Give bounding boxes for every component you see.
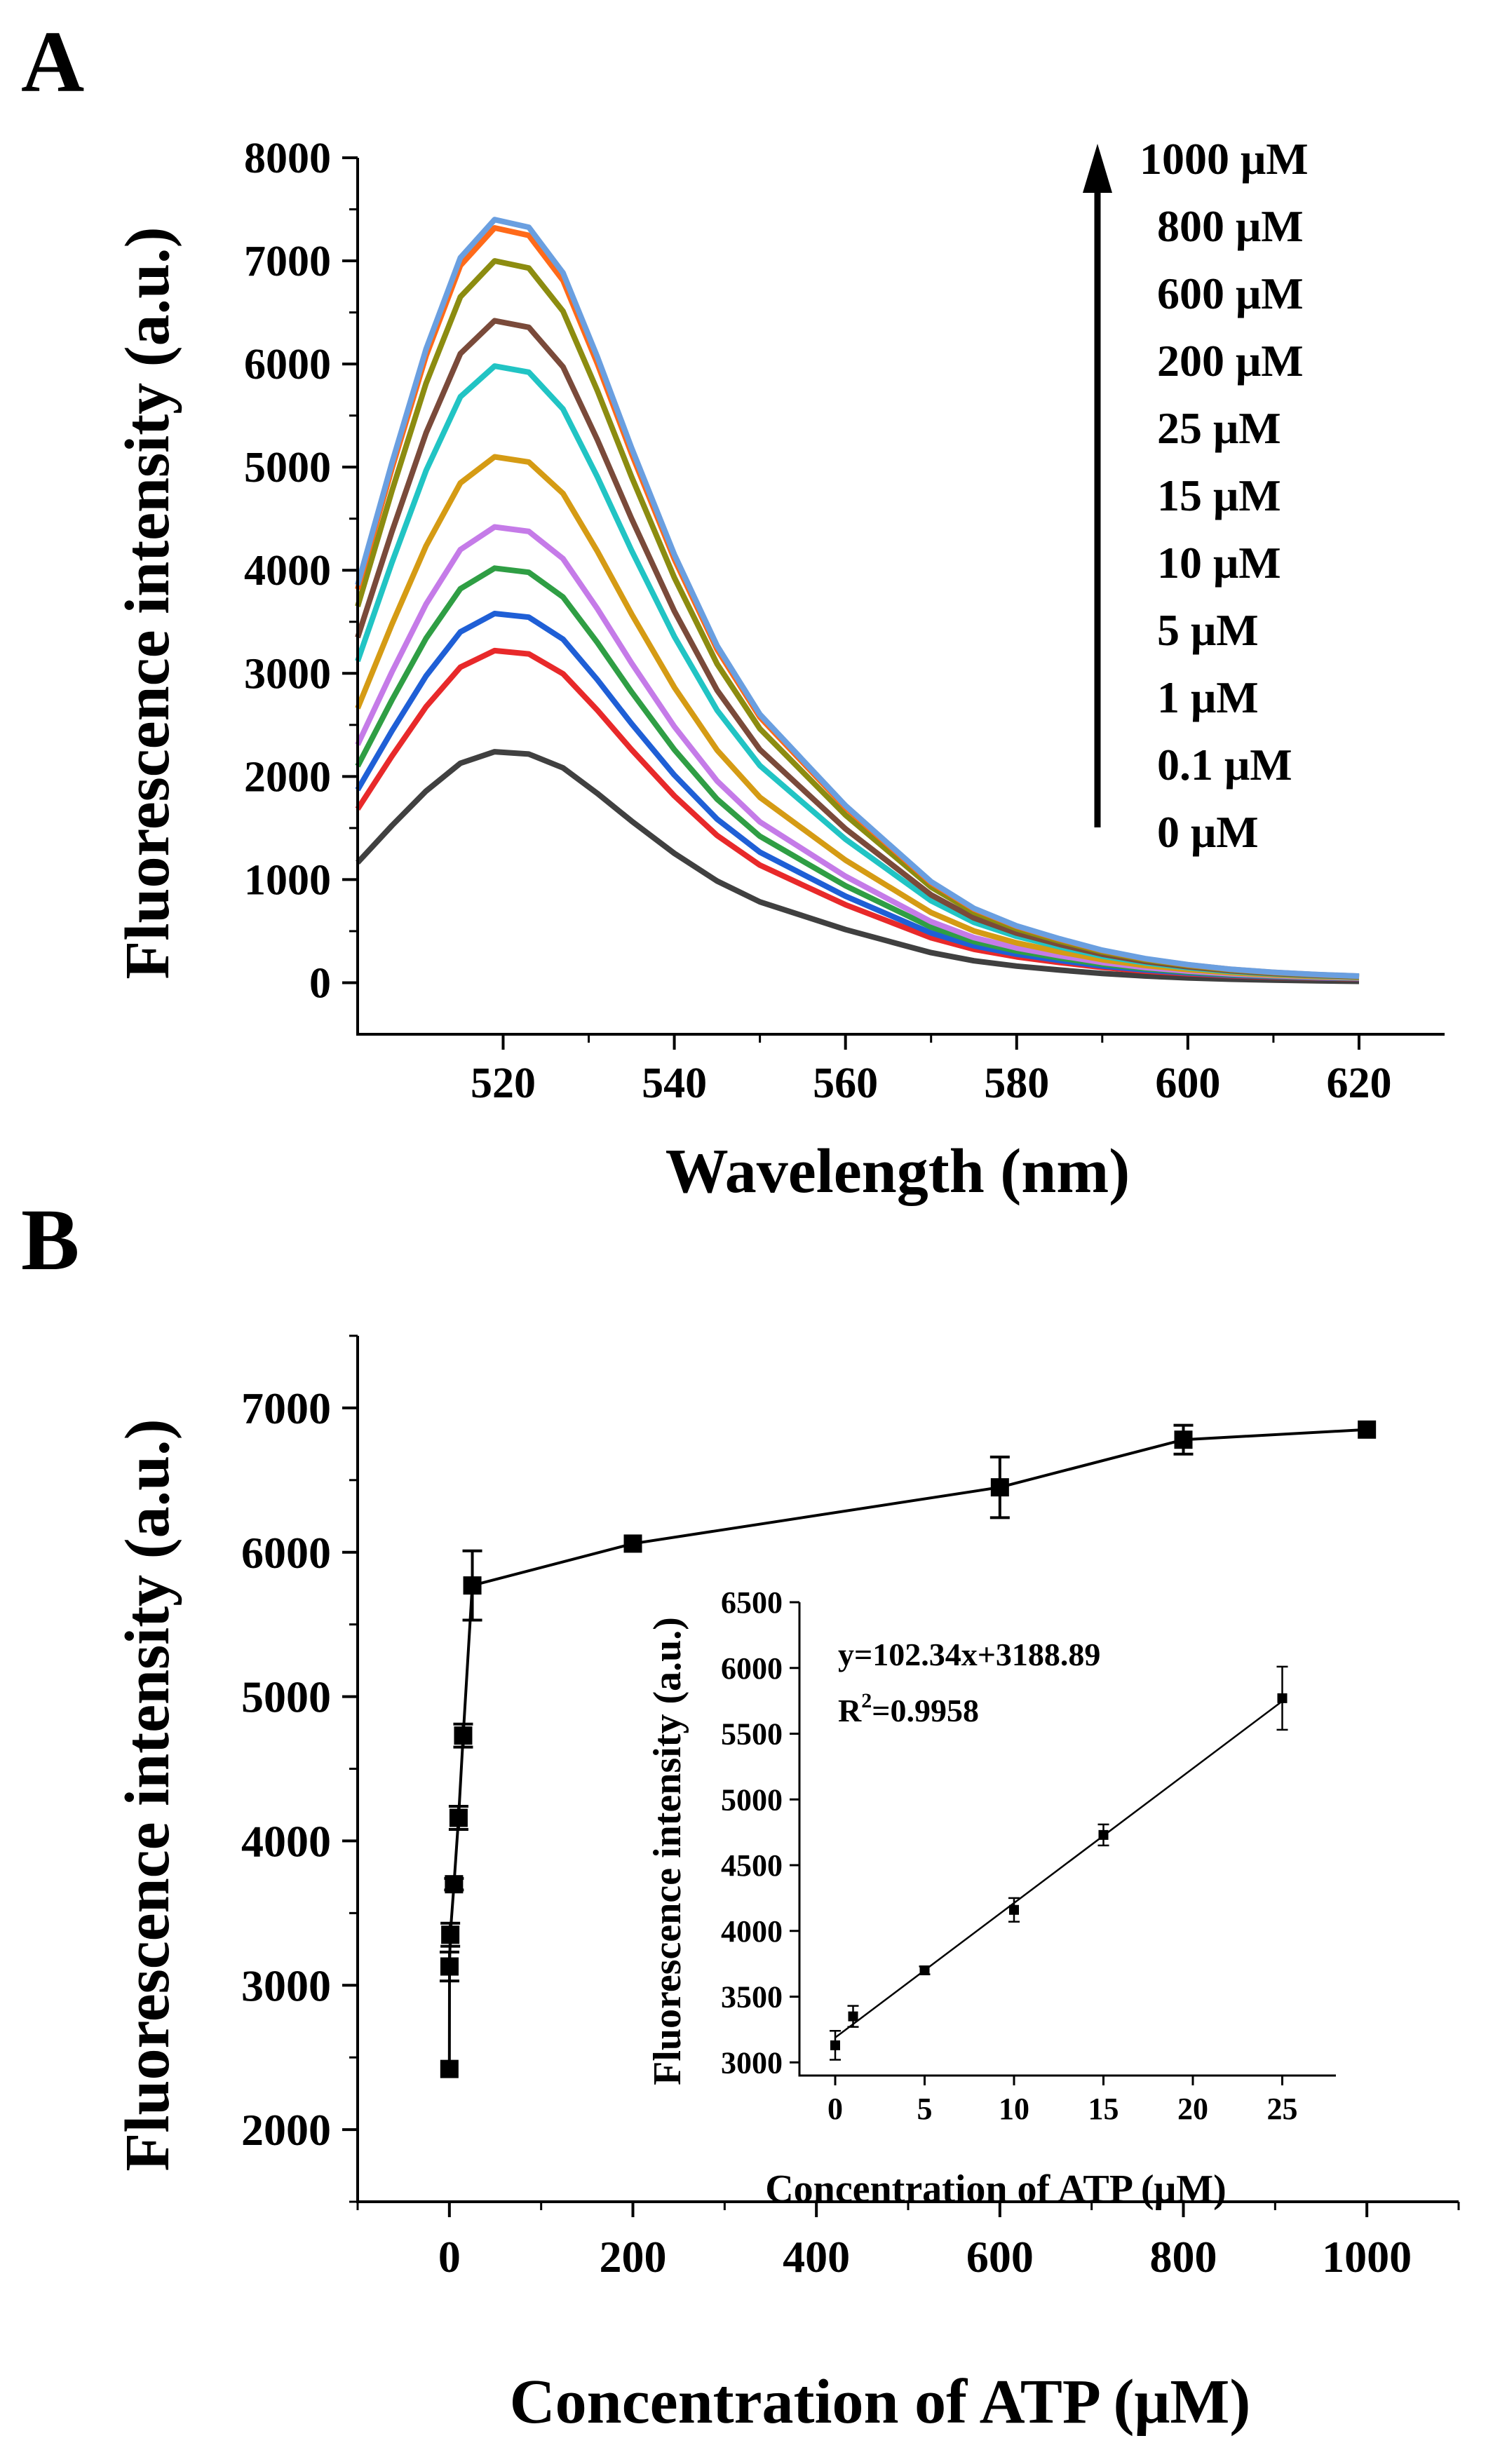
data-point [1098,1829,1109,1840]
data-point [440,1957,459,1976]
y-tick-label: 3500 [721,1980,783,2015]
panel-b-axes: 0 200 400 600 800 100020003000400050006000700… [241,1334,1460,2282]
x-tick-label: 600 [1155,1060,1220,1107]
panel-a-x-axis-label: Wavelength (nm) [665,1137,1130,1206]
y-tick-label: 4000 [244,547,331,595]
x-tick-label: 0 [827,2092,843,2126]
data-point [1174,1430,1193,1449]
x-tick-label: 15 [1088,2092,1119,2126]
panel-b-x-axis-label: Concentration of ATP (μM) [510,2367,1251,2437]
data-point [1358,1420,1377,1439]
x-tick-label: 540 [642,1060,707,1107]
legend-entry: 200 μM [1157,336,1304,386]
data-point [441,1925,460,1944]
panel-a-y-axis-label: Fluorescence intensity (a.u.) [113,226,182,979]
data-point [463,1576,482,1595]
x-tick-label: 25 [1267,2092,1298,2126]
spectrum-line [355,217,1360,979]
inset-x-axis-label: Concentration of ATP (μM) [765,2167,1227,2211]
panel-a-chart: 520 540 560 580 600 620 0 1000 2000 3000 4000 5000 6… [113,134,1445,1206]
y-tick-label: 2000 [244,753,331,801]
panel-a-curves [355,217,1360,984]
fit-equation: y=102.34x+3188.89 [838,1637,1100,1672]
data-point [1009,1904,1019,1915]
x-tick-label: 20 [1177,2092,1208,2126]
legend-entry: 25 μM [1157,403,1281,453]
legend-entry: 10 μM [1157,538,1281,588]
data-point [454,1726,473,1745]
inset-axes: 0 5 10 15 20 25 3000 3500 4000 4500 5000 5500 6000 65… [721,1585,1336,2126]
y-tick-label: 6500 [721,1585,783,1620]
x-tick-label: 400 [783,2232,850,2282]
x-tick-label: 200 [600,2232,667,2282]
data-point [919,1965,930,1975]
y-tick-label: 6000 [244,341,331,388]
data-point [440,2059,459,2078]
y-tick-label: 4500 [721,1848,783,1883]
legend-entry: 600 μM [1157,269,1304,318]
y-tick-label: 2000 [241,2105,331,2155]
y-tick-label: 3000 [244,650,331,698]
data-point [990,1478,1009,1497]
y-tick-label: 3000 [241,1961,331,2010]
panel-a-legend: 1000 μM 800 μM 600 μM 200 μM 25 μM 15 μM 10 μM… [1140,134,1309,857]
legend-entry: 5 μM [1157,605,1259,655]
fit-line [835,1700,1283,2038]
legend-entry: 1 μM [1157,672,1259,722]
panel-b-y-axis-label: Fluorescence intensity (a.u.) [113,1419,182,2171]
panel-a-label: A [21,14,84,111]
x-tick-label: 5 [917,2092,933,2126]
data-point [623,1534,642,1553]
y-tick-label: 7000 [241,1383,331,1433]
y-tick-label: 5000 [241,1672,331,1722]
x-tick-label: 10 [999,2092,1029,2126]
x-tick-label: 520 [471,1060,536,1107]
x-tick-label: 600 [966,2232,1034,2282]
legend-entry: 15 μM [1157,471,1281,520]
x-tick-label: 580 [984,1060,1049,1107]
x-tick-label: 560 [813,1060,878,1107]
y-tick-label: 5500 [721,1717,783,1752]
legend-entry: 0 μM [1157,807,1259,857]
spectrum-line [355,611,1360,982]
x-tick-label: 1000 [1322,2232,1412,2282]
y-tick-label: 3000 [721,2045,783,2080]
legend-arrow [1083,144,1112,827]
x-tick-label: 620 [1326,1060,1391,1107]
x-tick-label: 800 [1150,2232,1217,2282]
panel-b-chart: 0 200 400 600 800 100020003000400050006000700… [113,1334,1460,2437]
y-tick-label: 5000 [244,444,331,492]
data-point [445,1875,464,1894]
panel-b-label: B [21,1192,79,1289]
inset-y-axis-label: Fluorescence intensity (a.u.) [646,1617,689,2085]
y-tick-label: 7000 [244,238,331,285]
legend-entry: 0.1 μM [1157,740,1292,790]
panel-b-axis-frame [356,1336,1459,2203]
x-tick-label: 0 [438,2232,461,2282]
y-tick-label: 6000 [241,1528,331,1578]
y-tick-label: 0 [309,959,331,1007]
series-line [447,1428,1367,2069]
y-tick-label: 6000 [721,1651,783,1686]
panel-a-axes: 520 540 560 580 600 620 0 1000 2000 3000 4000 5000 6… [244,135,1445,1107]
data-point [848,2011,858,2022]
y-tick-label: 4000 [241,1816,331,1866]
data-point [1277,1693,1288,1703]
inset-series [830,1665,1288,2061]
inset-chart: 0 5 10 15 20 25 3000 3500 4000 4500 5000 5500 6000 65… [646,1585,1336,2211]
y-tick-label: 8000 [244,135,331,182]
panel-b-series [439,1420,1377,2078]
y-tick-label: 4000 [721,1914,783,1949]
panel-a-axis-frame [356,158,1445,1036]
y-tick-label: 5000 [721,1782,783,1817]
y-tick-label: 1000 [244,856,331,904]
data-point [830,2040,840,2050]
data-point [449,1808,468,1827]
inset-axis-frame [798,1602,1336,2077]
legend-entry: 1000 μM [1140,134,1309,184]
spectrum-line [356,749,1360,984]
legend-entry: 800 μM [1157,201,1304,251]
r-squared: R2=0.9958 [838,1689,979,1728]
